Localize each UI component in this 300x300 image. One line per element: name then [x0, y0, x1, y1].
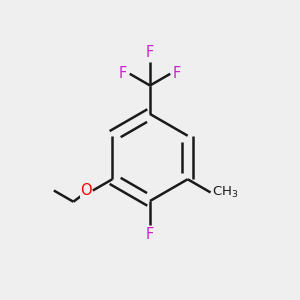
Text: F: F [173, 66, 181, 81]
Text: F: F [146, 45, 154, 60]
Text: F: F [146, 227, 154, 242]
Text: O: O [80, 183, 91, 198]
Text: F: F [119, 66, 127, 81]
Text: CH$_3$: CH$_3$ [212, 185, 239, 200]
